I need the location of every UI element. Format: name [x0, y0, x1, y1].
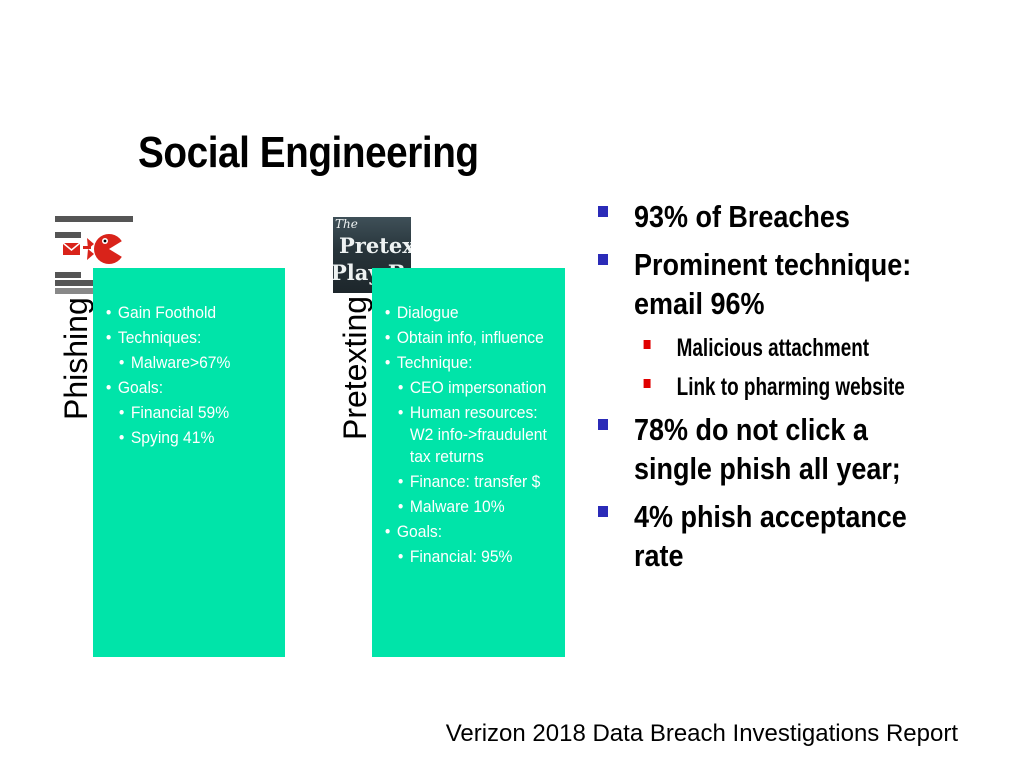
key-point: Prominent technique: email 96% — [596, 245, 1016, 323]
pretexting-item: Technique: — [384, 352, 548, 374]
phishing-list: Gain Foothold Techniques: Malware>67% Go… — [105, 302, 283, 452]
square-bullet-icon — [598, 206, 608, 217]
phishing-item: Spying 41% — [118, 427, 270, 449]
pretexting-item: Financial: 95% — [397, 546, 549, 568]
pretexting-item: CEO impersonation — [397, 377, 549, 399]
pretexting-item: Malware 10% — [397, 496, 549, 518]
square-bullet-icon — [598, 254, 608, 265]
key-point: 78% do not click a single phish all year… — [596, 410, 1016, 488]
pretexting-item: Dialogue — [384, 302, 548, 324]
pretexting-item: Human resources: W2 info->fraudulent tax… — [397, 402, 549, 468]
pretexting-item: Obtain info, influence — [384, 327, 548, 349]
key-point: 4% phish acceptance rate — [596, 497, 1016, 575]
phishing-item: Techniques: — [105, 327, 269, 349]
book-title-line: The — [335, 217, 358, 231]
phishing-item: Malware>67% — [118, 352, 270, 374]
source-footer: Verizon 2018 Data Breach Investigations … — [445, 720, 958, 747]
pretexting-item: Finance: transfer $ — [397, 471, 549, 493]
slide-title: Social Engineering — [138, 128, 479, 177]
phishing-label: Phishing — [58, 297, 94, 420]
square-bullet-icon — [643, 340, 651, 349]
key-subpoint: Link to pharming website — [594, 371, 961, 404]
phishing-item: Goals: — [105, 377, 269, 399]
phishing-item: Gain Foothold — [105, 302, 269, 324]
pretexting-list: Dialogue Obtain info, influence Techniqu… — [384, 302, 562, 571]
square-bullet-icon — [643, 379, 651, 388]
pretexting-label: Pretexting — [337, 295, 373, 440]
phishing-item: Financial 59% — [118, 402, 270, 424]
key-points-list: 93% of Breaches Prominent technique: ema… — [596, 197, 1016, 584]
key-point: 93% of Breaches — [596, 197, 1016, 236]
book-title-line: Pretext — [339, 233, 411, 258]
pretexting-item: Goals: — [384, 521, 548, 543]
square-bullet-icon — [598, 419, 608, 430]
square-bullet-icon — [598, 506, 608, 517]
pretexting-panel: Dialogue Obtain info, influence Techniqu… — [372, 268, 565, 657]
key-subpoint: Malicious attachment — [594, 332, 961, 365]
phishing-panel: Gain Foothold Techniques: Malware>67% Go… — [93, 268, 285, 657]
